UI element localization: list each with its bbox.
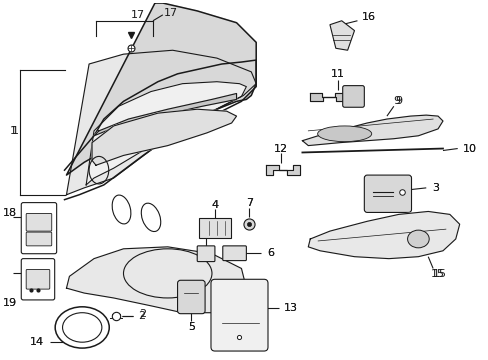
Text: 1: 1: [12, 126, 19, 136]
Polygon shape: [307, 211, 459, 258]
Text: 13: 13: [283, 303, 297, 313]
Text: 18: 18: [2, 208, 17, 219]
Text: 7: 7: [245, 198, 252, 208]
Polygon shape: [94, 94, 236, 136]
FancyBboxPatch shape: [26, 232, 52, 246]
Polygon shape: [86, 82, 246, 185]
Ellipse shape: [317, 126, 371, 142]
Text: 5: 5: [187, 323, 194, 332]
Polygon shape: [66, 50, 256, 195]
FancyBboxPatch shape: [364, 175, 411, 212]
Text: 12: 12: [273, 144, 287, 154]
Text: 17: 17: [131, 10, 145, 20]
Text: 8: 8: [202, 227, 209, 237]
Text: 13: 13: [283, 303, 297, 313]
Text: 6: 6: [267, 248, 274, 258]
Polygon shape: [309, 94, 347, 102]
FancyBboxPatch shape: [342, 86, 364, 107]
Text: 16: 16: [362, 12, 375, 22]
Text: 16: 16: [362, 12, 375, 22]
Polygon shape: [66, 247, 246, 313]
Text: 4: 4: [211, 199, 218, 210]
Polygon shape: [302, 115, 442, 145]
Text: 10: 10: [462, 144, 475, 154]
FancyBboxPatch shape: [21, 258, 55, 300]
Text: 15: 15: [430, 269, 444, 279]
Polygon shape: [329, 21, 354, 50]
Text: 4: 4: [211, 199, 218, 210]
Text: 17: 17: [163, 8, 177, 18]
Text: 14: 14: [30, 337, 44, 347]
Text: 2: 2: [137, 311, 144, 321]
Polygon shape: [265, 165, 300, 175]
Text: 10: 10: [462, 144, 475, 154]
FancyBboxPatch shape: [177, 280, 204, 314]
Text: 19: 19: [2, 298, 17, 308]
FancyBboxPatch shape: [210, 279, 267, 351]
Text: 8: 8: [202, 227, 209, 237]
Polygon shape: [66, 3, 256, 175]
FancyBboxPatch shape: [197, 246, 215, 262]
Text: 11: 11: [330, 69, 344, 79]
FancyBboxPatch shape: [26, 269, 50, 289]
Text: 15: 15: [432, 269, 446, 279]
FancyBboxPatch shape: [199, 218, 230, 238]
Polygon shape: [92, 109, 236, 165]
Text: 2: 2: [139, 309, 146, 319]
FancyBboxPatch shape: [26, 213, 52, 231]
Text: 12: 12: [273, 144, 287, 154]
Text: 18: 18: [2, 208, 17, 219]
Text: 9: 9: [392, 96, 400, 106]
Text: 3: 3: [432, 183, 439, 193]
Text: 19: 19: [2, 298, 17, 308]
Text: 1: 1: [10, 126, 17, 136]
Text: 5: 5: [187, 323, 194, 332]
Text: 14: 14: [30, 337, 44, 347]
Text: 6: 6: [267, 248, 274, 258]
Text: 11: 11: [330, 69, 344, 79]
Text: 9: 9: [394, 96, 402, 106]
FancyBboxPatch shape: [21, 203, 57, 254]
FancyBboxPatch shape: [223, 246, 246, 261]
Ellipse shape: [407, 230, 428, 248]
Text: 3: 3: [432, 183, 439, 193]
Text: 7: 7: [245, 198, 252, 208]
